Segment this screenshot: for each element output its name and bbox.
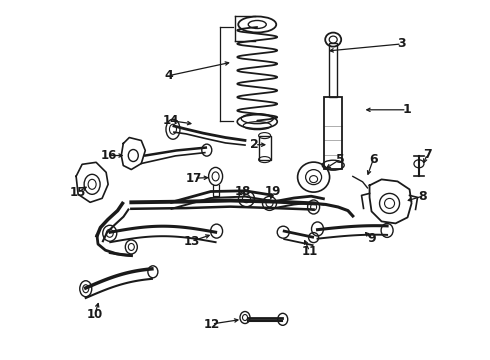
- Text: 9: 9: [367, 232, 376, 245]
- Text: 5: 5: [336, 153, 345, 166]
- Text: 13: 13: [184, 235, 200, 248]
- Bar: [324, 97, 342, 169]
- Text: 16: 16: [100, 149, 117, 162]
- Bar: [259, 136, 270, 159]
- Text: 11: 11: [301, 245, 318, 258]
- Text: 4: 4: [165, 69, 173, 82]
- Text: 6: 6: [369, 153, 378, 166]
- Text: 3: 3: [397, 37, 406, 50]
- Text: 18: 18: [234, 185, 251, 198]
- Text: 12: 12: [203, 318, 220, 330]
- Text: 10: 10: [86, 309, 103, 321]
- Text: 8: 8: [418, 190, 427, 203]
- Text: 14: 14: [162, 114, 179, 127]
- Text: 19: 19: [265, 185, 281, 198]
- Text: 7: 7: [423, 148, 432, 161]
- Text: 17: 17: [186, 172, 202, 185]
- Text: 1: 1: [402, 103, 411, 116]
- Text: 2: 2: [250, 138, 259, 151]
- Bar: [329, 43, 337, 97]
- Text: 15: 15: [69, 186, 86, 199]
